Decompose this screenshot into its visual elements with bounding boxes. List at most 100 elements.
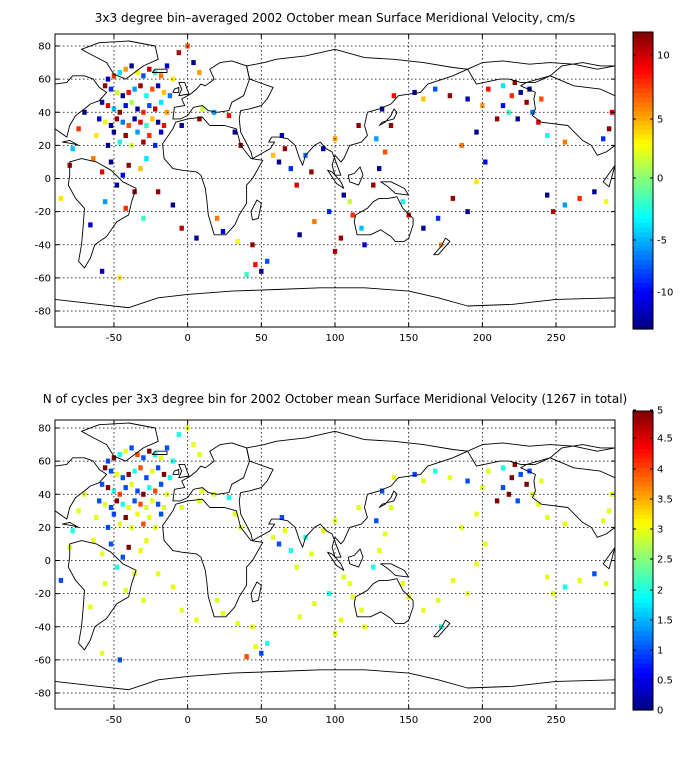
data-cell xyxy=(550,209,556,215)
colorbar-tick-label: 3 xyxy=(657,525,663,536)
coastline xyxy=(172,60,250,120)
data-cell xyxy=(70,528,75,534)
y-tick-label: 20 xyxy=(38,141,51,152)
colorbar-step xyxy=(633,425,653,431)
data-cell xyxy=(179,225,184,231)
data-cell xyxy=(102,119,108,125)
data-cell xyxy=(132,498,137,504)
data-cell xyxy=(356,505,361,510)
colorbar-step xyxy=(633,513,653,520)
data-cell xyxy=(450,577,456,583)
data-cell xyxy=(155,83,161,89)
colorbar-step xyxy=(633,653,653,660)
data-cell xyxy=(562,139,568,145)
colorbar-step xyxy=(633,110,653,117)
data-cell xyxy=(138,166,143,172)
colorbar-step xyxy=(633,658,653,664)
colorbar-step xyxy=(633,457,653,463)
colorbar-step xyxy=(633,541,653,548)
x-tick-label: 200 xyxy=(473,715,492,726)
data-cell xyxy=(158,99,164,105)
data-cell xyxy=(500,485,506,491)
colorbar-step xyxy=(633,415,653,421)
coastline xyxy=(378,490,398,508)
data-cell xyxy=(94,515,99,520)
colorbar-step xyxy=(633,185,653,191)
data-cell xyxy=(509,93,514,99)
colorbar-step xyxy=(633,565,653,571)
colorbar-step xyxy=(633,700,653,706)
data-cell xyxy=(144,505,149,510)
data-cell xyxy=(167,93,173,99)
data-cell xyxy=(147,448,152,454)
colorbar-step xyxy=(633,129,653,135)
colorbar-step xyxy=(633,240,653,247)
data-cell xyxy=(147,103,152,109)
coastline xyxy=(178,463,190,479)
colorbar-step xyxy=(633,537,653,543)
x-tick-label: 200 xyxy=(473,333,492,344)
colorbar-step xyxy=(633,695,653,702)
data-cell xyxy=(253,644,258,650)
data-cell xyxy=(371,564,376,570)
data-cell xyxy=(120,172,125,178)
data-cell xyxy=(512,80,517,85)
coastline xyxy=(378,108,398,126)
data-cell xyxy=(500,83,506,89)
colorbar-step xyxy=(633,69,653,75)
data-cell xyxy=(374,518,379,524)
y-tick-label: 60 xyxy=(38,457,51,468)
data-cell xyxy=(170,202,176,208)
data-cell xyxy=(200,488,205,494)
data-cell xyxy=(309,551,314,557)
data-cell xyxy=(438,624,444,630)
coastline xyxy=(172,86,180,93)
colorbar-step xyxy=(633,597,653,604)
coastline xyxy=(238,430,469,558)
data-cell xyxy=(135,70,140,75)
colorbar-step xyxy=(633,574,653,580)
data-cell xyxy=(102,465,108,471)
data-cell xyxy=(474,561,479,567)
data-cell xyxy=(164,63,170,69)
coastline xyxy=(250,581,262,603)
data-cell xyxy=(88,604,93,610)
plot-area xyxy=(55,34,615,327)
colorbar-step xyxy=(633,588,653,594)
coastline xyxy=(602,546,615,570)
data-cell xyxy=(191,442,196,448)
colorbar-step xyxy=(633,583,653,590)
data-cell xyxy=(167,475,173,481)
x-tick-label: 150 xyxy=(399,715,418,726)
data-cell xyxy=(99,99,105,105)
data-cell xyxy=(135,106,140,112)
colorbar-step xyxy=(633,83,653,89)
data-cell xyxy=(161,123,167,128)
data-cell xyxy=(111,488,117,494)
colorbar-step xyxy=(633,476,653,482)
data-cell xyxy=(117,521,122,527)
data-cell xyxy=(356,123,361,128)
colorbar-step xyxy=(633,677,653,683)
x-tick-label: 250 xyxy=(547,715,566,726)
colorbar-tick-label: 4.5 xyxy=(657,434,673,445)
colorbar-step xyxy=(633,212,653,219)
data-cell xyxy=(474,179,479,185)
data-cell xyxy=(158,511,164,517)
data-cell xyxy=(108,541,114,547)
colorbar-step xyxy=(633,448,653,454)
colorbar-step xyxy=(633,621,653,627)
colorbar-tick-label: 2 xyxy=(657,586,663,597)
data-cell xyxy=(606,508,612,514)
data-cell xyxy=(447,475,453,481)
coastline xyxy=(520,75,615,156)
data-cell xyxy=(400,199,405,205)
data-cell xyxy=(601,518,606,524)
data-cell xyxy=(500,465,506,471)
colorbar-step xyxy=(633,222,653,228)
data-cell xyxy=(126,123,131,128)
data-cell xyxy=(114,116,120,122)
data-cell xyxy=(114,182,120,188)
colorbar-step xyxy=(633,546,653,552)
coastline xyxy=(467,60,615,85)
